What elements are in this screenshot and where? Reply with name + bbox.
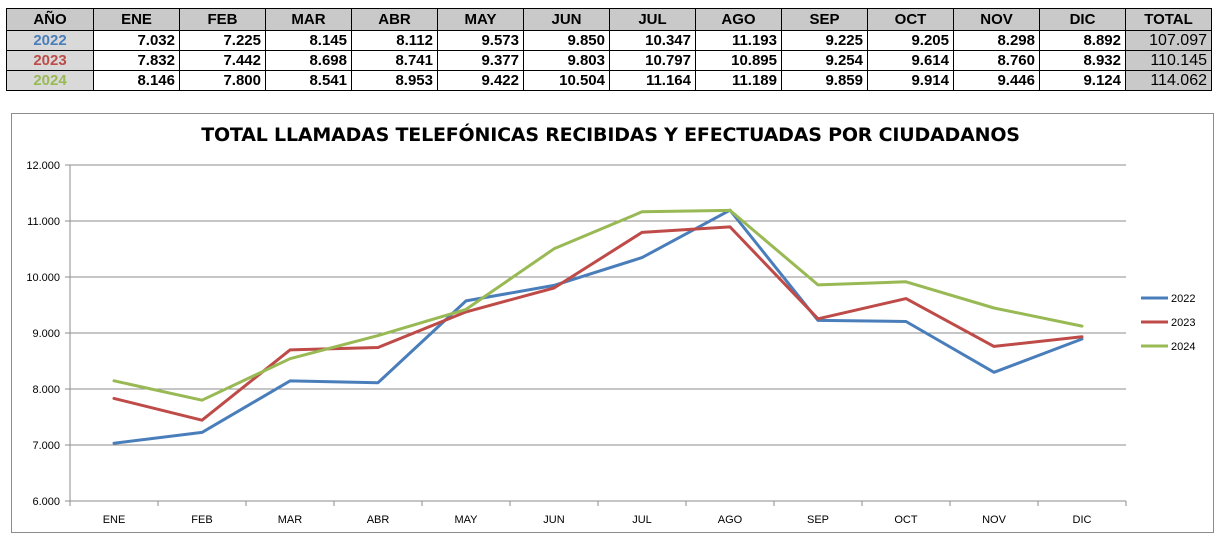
header-year: AÑO — [6, 8, 94, 31]
x-tick-label: MAY — [454, 514, 478, 526]
table-cell: 9.573 — [437, 30, 524, 51]
header-month: DIC — [1039, 8, 1126, 31]
header-month: JUN — [523, 8, 610, 31]
series-line-2024 — [112, 208, 1084, 402]
header-month: AGO — [695, 8, 782, 31]
table-cell: 9.614 — [867, 50, 954, 71]
table-header-row: AÑO ENE FEB MAR ABR MAY JUN JUL AGO SEP OCT NOV DIC T… — [6, 8, 1212, 31]
table-cell: 7.032 — [93, 30, 180, 51]
series-line-2023 — [112, 225, 1084, 422]
y-tick-label: 11.000 — [27, 216, 60, 228]
header-total: TOTAL — [1125, 8, 1212, 31]
table-cell: 10.347 — [609, 30, 696, 51]
header-month: ENE — [93, 8, 180, 31]
header-month: OCT — [867, 8, 954, 31]
chart-area — [11, 113, 1214, 533]
table-cell: 9.803 — [523, 50, 610, 71]
y-tick-label: 12.000 — [26, 160, 60, 172]
legend-label: 2024 — [1171, 341, 1195, 353]
table-cell: 7.442 — [179, 50, 266, 71]
chart-title: TOTAL LLAMADAS TELEFÓNICAS RECIBIDAS Y E… — [201, 124, 1020, 146]
y-tick-label: 8.000 — [32, 384, 60, 396]
y-tick-label: 7.000 — [32, 440, 60, 452]
table-cell: 10.895 — [695, 50, 782, 71]
series-line-2022 — [112, 208, 1084, 445]
table-cell: 9.422 — [437, 70, 524, 91]
data-table: AÑO ENE FEB MAR ABR MAY JUN JUL AGO SEP OCT NOV DIC T… — [6, 8, 1212, 91]
header-month: FEB — [179, 8, 266, 31]
table-cell: 8.145 — [265, 30, 352, 51]
table-cell: 8.760 — [953, 50, 1040, 71]
x-tick-label: DIC — [1073, 514, 1092, 526]
table-cell: 8.298 — [953, 30, 1040, 51]
row-total: 107.097 — [1125, 30, 1212, 51]
table-cell: 10.504 — [523, 70, 610, 91]
legend-label: 2022 — [1171, 293, 1195, 305]
x-tick-label: NOV — [982, 514, 1007, 526]
x-tick-label: AGO — [718, 514, 743, 526]
x-tick-label: ABR — [367, 514, 390, 526]
y-tick-label: 10.000 — [26, 272, 60, 284]
table-cell: 9.124 — [1039, 70, 1126, 91]
row-total: 114.062 — [1125, 70, 1212, 91]
header-month: MAY — [437, 8, 524, 31]
table-cell: 9.446 — [953, 70, 1040, 91]
table-cell: 10.797 — [609, 50, 696, 71]
table-cell: 9.377 — [437, 50, 524, 71]
x-tick-label: MAR — [278, 514, 303, 526]
row-year: 2022 — [6, 30, 94, 51]
header-month: SEP — [781, 8, 868, 31]
table-cell: 8.146 — [93, 70, 180, 91]
table-row: 2023 7.832 7.442 8.698 8.741 9.377 9.803 10.797… — [6, 50, 1212, 71]
x-tick-label: SEP — [807, 514, 829, 526]
y-tick-label: 9.000 — [32, 328, 60, 340]
table-cell: 7.225 — [179, 30, 266, 51]
x-tick-label: OCT — [894, 514, 918, 526]
x-tick-label: JUN — [543, 514, 564, 526]
table-cell: 8.892 — [1039, 30, 1126, 51]
table-cell: 8.541 — [265, 70, 352, 91]
table-cell: 9.254 — [781, 50, 868, 71]
y-tick-label: 6.000 — [32, 496, 60, 508]
table-cell: 8.953 — [351, 70, 438, 91]
x-tick-label: FEB — [191, 514, 212, 526]
table-cell: 11.164 — [609, 70, 696, 91]
row-year: 2024 — [6, 70, 94, 91]
x-tick-label: ENE — [103, 514, 126, 526]
table-cell: 9.859 — [781, 70, 868, 91]
header-month: ABR — [351, 8, 438, 31]
table-row: 2024 8.146 7.800 8.541 8.953 9.422 10.504 11.16… — [6, 70, 1212, 91]
x-tick-label: JUL — [632, 514, 652, 526]
table-cell: 8.112 — [351, 30, 438, 51]
legend-label: 2023 — [1171, 317, 1195, 329]
row-total: 110.145 — [1125, 50, 1212, 71]
row-year: 2023 — [6, 50, 94, 71]
table-row: 2022 7.032 7.225 8.145 8.112 9.573 9.850 10.347… — [6, 30, 1212, 51]
table-cell: 9.914 — [867, 70, 954, 91]
